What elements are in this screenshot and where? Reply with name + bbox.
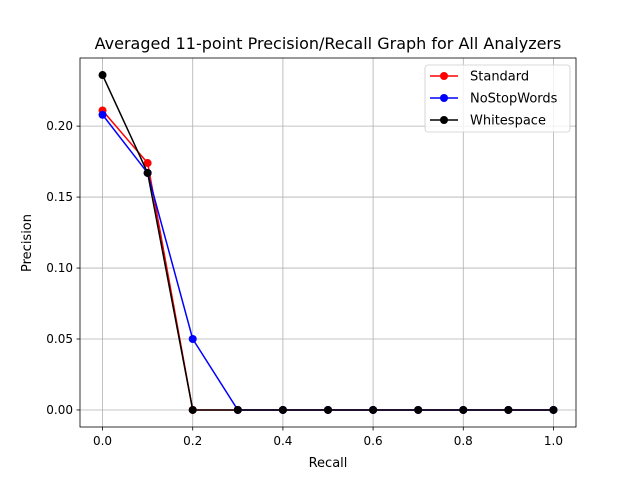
y-tick-label: 0.05 bbox=[46, 332, 73, 346]
legend-label: NoStopWords bbox=[470, 92, 558, 107]
data-point-whitespace bbox=[188, 405, 197, 414]
legend-item-nostopwords: NoStopWords bbox=[430, 92, 558, 107]
series-whitespace bbox=[98, 71, 558, 414]
x-tick-label: 0.2 bbox=[183, 434, 202, 448]
x-tick-label: 0.4 bbox=[273, 434, 292, 448]
x-tick-label: 1.0 bbox=[544, 434, 563, 448]
data-point-whitespace bbox=[549, 405, 558, 414]
data-point-whitespace bbox=[504, 405, 513, 414]
legend-label: Whitespace bbox=[470, 114, 546, 129]
y-tick-label: 0.20 bbox=[46, 119, 73, 133]
data-point-whitespace bbox=[98, 71, 107, 80]
x-tick-label: 0.0 bbox=[93, 434, 112, 448]
series-layer bbox=[98, 71, 558, 414]
legend-swatch-marker bbox=[440, 94, 448, 102]
data-point-whitespace bbox=[233, 405, 242, 414]
data-point-whitespace bbox=[324, 405, 332, 414]
legend-item-whitespace: Whitespace bbox=[430, 114, 546, 129]
data-point-whitespace bbox=[459, 405, 468, 414]
legend: Standard NoStopWords Whitespace bbox=[424, 64, 571, 133]
plot-frame bbox=[79, 57, 577, 428]
data-point-whitespace bbox=[369, 405, 378, 414]
data-point-nostopwords bbox=[188, 335, 197, 344]
data-point-whitespace bbox=[278, 405, 287, 414]
legend-swatch-marker bbox=[440, 72, 448, 80]
y-tick-label: 0.00 bbox=[46, 403, 73, 417]
data-point-standard bbox=[143, 159, 152, 168]
x-axis-label: Recall bbox=[309, 456, 348, 471]
data-point-whitespace bbox=[143, 168, 152, 177]
chart-title: Averaged 11-point Precision/Recall Graph… bbox=[95, 34, 562, 53]
x-tick-label: 0.6 bbox=[364, 434, 383, 448]
y-tick-label: 0.10 bbox=[46, 261, 73, 275]
y-tick-label: 0.15 bbox=[46, 190, 73, 204]
data-point-nostopwords bbox=[98, 110, 107, 119]
ticks: 0.0 0.2 0.4 0.6 0.8 1.0 0.00 0.05 0.10 0.15 0.20 bbox=[46, 119, 563, 448]
y-axis-label: Precision bbox=[20, 214, 35, 272]
legend-label: Standard bbox=[470, 70, 529, 85]
data-point-whitespace bbox=[414, 405, 423, 414]
x-tick-label: 0.8 bbox=[454, 434, 473, 448]
legend-item-standard: Standard bbox=[430, 70, 529, 85]
legend-box bbox=[424, 64, 571, 133]
legend-swatch-marker bbox=[440, 116, 448, 124]
